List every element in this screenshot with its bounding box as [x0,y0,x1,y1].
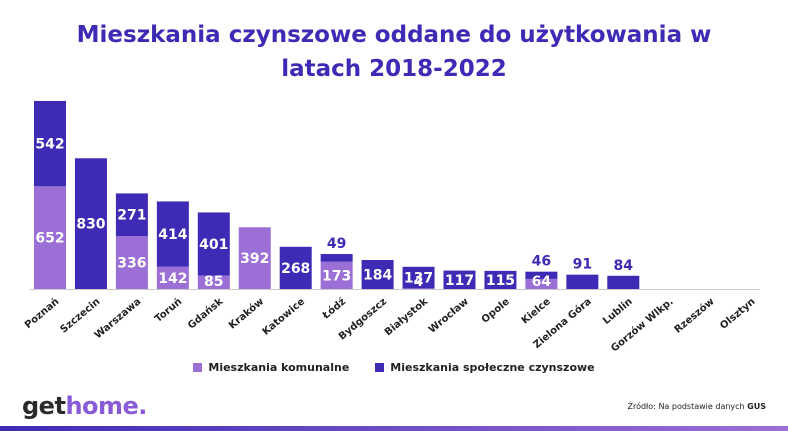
bar-spoleczne-city-12 [525,271,558,279]
data-label-spoleczne-city-2: 271 [117,208,146,224]
category-label-city-12: Kielce [520,296,553,326]
category-label-city-7: Łódź [319,295,348,322]
data-label-spoleczne-city-3: 414 [158,227,187,243]
chart-title: Mieszkania czynszowe oddane do użytkowan… [0,18,788,86]
bar-komunalne-city-0 [34,186,66,289]
data-label-komunalne-city-2: 336 [117,256,146,272]
data-label-komunalne-city-0: 652 [35,231,64,247]
bar-chart: 652542Poznań830Szczecin336271Warszawa142… [22,100,760,354]
category-label-city-16: Rzeszów [672,295,717,335]
bar-komunalne-city-7 [320,261,353,289]
category-label-city-9: Białystok [383,296,430,338]
logo-dot: . [138,392,147,420]
data-label-komunalne-city-12: 64 [532,274,552,290]
data-label-spoleczne-city-10: 117 [445,273,474,289]
data-label-komunalne-city-9: 4 [414,274,424,290]
data-label-spoleczne-city-0: 542 [35,137,64,153]
bar-spoleczne-city-6 [279,246,312,289]
data-label-komunalne-city-7: 173 [322,268,351,284]
bottom-accent-bar [0,426,788,431]
bar-komunalne-city-5 [238,227,271,289]
bar-komunalne-city-12 [525,278,558,289]
bar-spoleczne-city-0 [34,100,66,187]
legend-item-spoleczne: Mieszkania społeczne czynszowe [375,361,595,374]
legend-swatch-komunalne [193,363,203,372]
bar-spoleczne-city-9 [402,266,435,289]
bar-spoleczne-city-10 [443,270,476,289]
bar-komunalne-city-3 [156,266,189,289]
category-label-city-3: Toruń [152,295,184,324]
source-note: Źródło: Na podstawie danych GUS [627,402,766,411]
bar-spoleczne-city-7 [320,254,353,262]
source-prefix: Źródło: Na podstawie danych [627,402,745,411]
data-label-komunalne-city-4: 85 [204,274,223,290]
bar-spoleczne-city-1 [74,158,107,289]
legend-swatch-spoleczne [375,363,385,372]
data-label-spoleczne-city-7: 49 [327,236,346,252]
logo-get: get [22,392,66,420]
category-label-city-6: Katowice [261,296,308,338]
data-label-komunalne-city-5: 392 [240,251,269,267]
bar-spoleczne-city-2 [115,193,148,237]
legend-item-komunalne: Mieszkania komunalne [193,361,349,374]
data-label-spoleczne-city-11: 115 [486,273,515,289]
category-label-city-5: Kraków [226,295,266,331]
category-label-city-10: Wrocław [427,296,471,335]
data-label-komunalne-city-3: 142 [158,271,187,287]
bar-spoleczne-city-3 [156,201,189,267]
chart-title-line-2: latach 2018-2022 [281,56,507,82]
bar-spoleczne-city-4 [197,212,230,276]
chart-title-line-1: Mieszkania czynszowe oddane do użytkowan… [76,22,712,48]
source-org: GUS [747,402,766,411]
legend-label-spoleczne: Mieszkania społeczne czynszowe [390,361,595,374]
category-label-city-0: Poznań [22,295,61,331]
bar-komunalne-city-4 [197,275,230,289]
bar-spoleczne-city-13 [566,274,599,289]
data-label-spoleczne-city-4: 401 [199,237,228,253]
logo-home: home [65,392,139,420]
bar-spoleczne-city-14 [607,275,640,289]
bar-spoleczne-city-11 [484,270,517,289]
data-label-spoleczne-city-13: 91 [573,257,592,273]
category-label-city-4: Gdańsk [185,295,225,331]
legend-label-komunalne: Mieszkania komunalne [208,361,350,374]
category-label-city-14: Lublin [601,296,635,327]
data-label-spoleczne-city-12: 46 [532,254,551,270]
data-label-spoleczne-city-8: 184 [363,268,392,284]
bar-komunalne-city-2 [115,236,148,289]
category-label-city-17: Olsztyn [718,296,757,332]
category-label-city-11: Opole [480,296,512,326]
bar-komunalne-city-9 [402,288,435,289]
bar-spoleczne-city-8 [361,260,394,289]
data-label-spoleczne-city-14: 84 [614,258,634,274]
data-label-spoleczne-city-9: 137 [404,271,433,287]
data-label-spoleczne-city-6: 268 [281,261,310,277]
data-label-spoleczne-city-1: 830 [76,217,105,233]
gethome-logo: gethome. [22,392,147,420]
legend: Mieszkania komunalne Mieszkania społeczn… [0,361,788,374]
